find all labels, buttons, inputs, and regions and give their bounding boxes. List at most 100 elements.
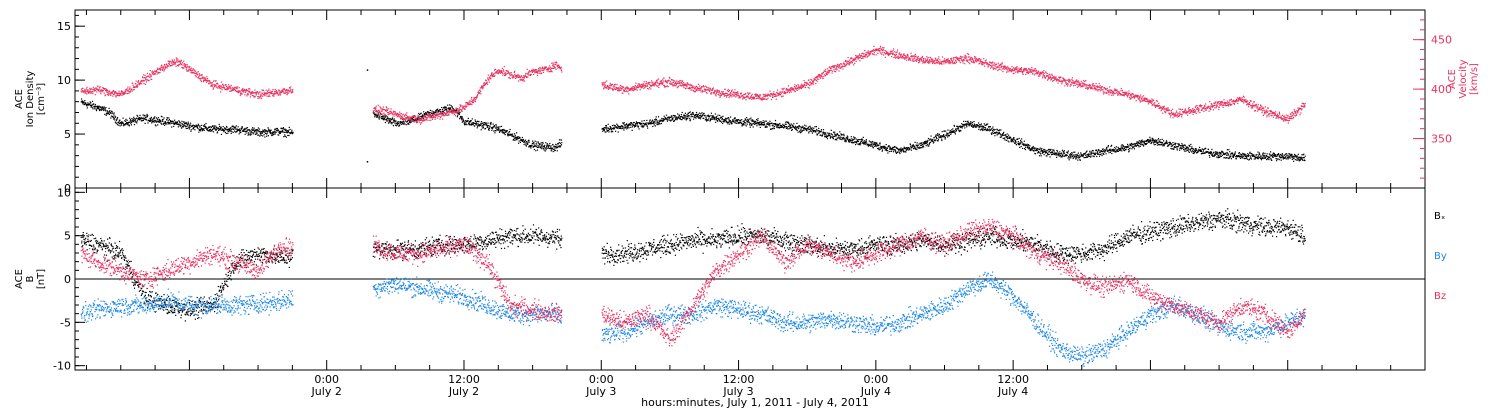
data-point — [752, 120, 754, 122]
data-point — [873, 142, 875, 144]
data-point — [1189, 149, 1191, 151]
data-point — [860, 139, 862, 141]
data-point — [1169, 143, 1171, 145]
data-point — [1203, 149, 1205, 151]
data-point — [924, 140, 926, 142]
data-point — [1094, 153, 1097, 156]
data-point — [679, 118, 681, 120]
data-point — [240, 93, 242, 95]
data-point — [168, 63, 170, 65]
data-point — [815, 130, 817, 132]
data-point — [435, 117, 437, 119]
data-point — [513, 136, 515, 138]
data-point — [555, 143, 557, 145]
data-point — [753, 120, 755, 123]
data-point — [209, 80, 211, 82]
data-point — [862, 142, 864, 144]
data-point — [1038, 151, 1040, 153]
data-point — [541, 146, 543, 148]
data-point — [485, 122, 487, 124]
data-point — [1119, 148, 1121, 150]
data-point — [1138, 140, 1140, 142]
data-point — [138, 117, 140, 119]
data-point — [1276, 158, 1278, 160]
data-point — [1100, 150, 1102, 152]
data-point — [881, 149, 884, 151]
data-point — [109, 111, 111, 113]
data-point — [458, 111, 460, 113]
data-point — [436, 115, 438, 117]
data-point — [228, 128, 230, 131]
data-point — [991, 133, 993, 135]
data-point — [262, 135, 264, 137]
data-point — [252, 94, 254, 97]
data-point — [774, 119, 777, 122]
data-point — [217, 87, 219, 89]
data-point — [633, 124, 635, 127]
data-point — [1159, 143, 1161, 146]
data-point — [813, 127, 815, 129]
data-point — [652, 125, 654, 128]
data-point — [204, 127, 206, 129]
data-point — [1258, 155, 1260, 157]
data-point — [1059, 153, 1061, 155]
data-point — [661, 117, 663, 119]
data-point — [722, 122, 724, 125]
data-point — [1278, 159, 1280, 161]
data-point — [1302, 159, 1304, 161]
data-point — [412, 119, 414, 121]
data-point — [1122, 147, 1124, 150]
data-point — [1304, 155, 1306, 157]
data-point — [1284, 154, 1286, 156]
data-point — [268, 130, 270, 132]
data-point — [835, 133, 837, 135]
data-point — [1180, 145, 1182, 147]
data-point — [677, 117, 679, 119]
data-point — [735, 120, 737, 122]
data-point — [527, 141, 529, 143]
data-point — [176, 121, 178, 123]
data-point — [1105, 149, 1107, 151]
data-point — [680, 114, 682, 116]
data-point — [98, 89, 100, 91]
data-point — [1115, 146, 1117, 148]
data-point — [953, 131, 955, 133]
data-point — [1121, 146, 1123, 148]
data-point — [820, 130, 822, 132]
data-point — [178, 123, 180, 125]
data-point — [246, 90, 248, 92]
data-point — [1244, 153, 1246, 155]
data-point — [183, 124, 185, 126]
data-point — [263, 134, 265, 136]
data-point — [1005, 139, 1007, 141]
data-point — [1143, 145, 1145, 147]
data-point — [1082, 154, 1085, 156]
data-point — [449, 110, 451, 112]
data-point — [607, 129, 609, 131]
data-point — [264, 93, 267, 95]
data-point — [1083, 153, 1085, 155]
data-point — [99, 85, 101, 88]
data-point — [1250, 158, 1252, 160]
data-point — [183, 60, 185, 62]
data-point — [655, 116, 657, 118]
data-point — [222, 83, 224, 85]
data-point — [957, 126, 959, 128]
data-point — [539, 143, 541, 145]
data-point — [988, 128, 990, 130]
data-point — [1235, 155, 1238, 157]
data-point — [197, 71, 199, 73]
data-point — [487, 122, 489, 124]
data-point — [397, 115, 399, 117]
data-point — [1184, 148, 1186, 150]
data-point — [786, 126, 788, 128]
data-point — [248, 88, 250, 90]
data-point — [391, 117, 394, 120]
data-point — [1111, 152, 1113, 155]
data-point — [875, 143, 877, 145]
data-point — [252, 92, 255, 94]
data-point — [282, 88, 285, 90]
data-point — [450, 107, 452, 109]
data-point — [1195, 148, 1197, 150]
data-point — [255, 91, 257, 93]
